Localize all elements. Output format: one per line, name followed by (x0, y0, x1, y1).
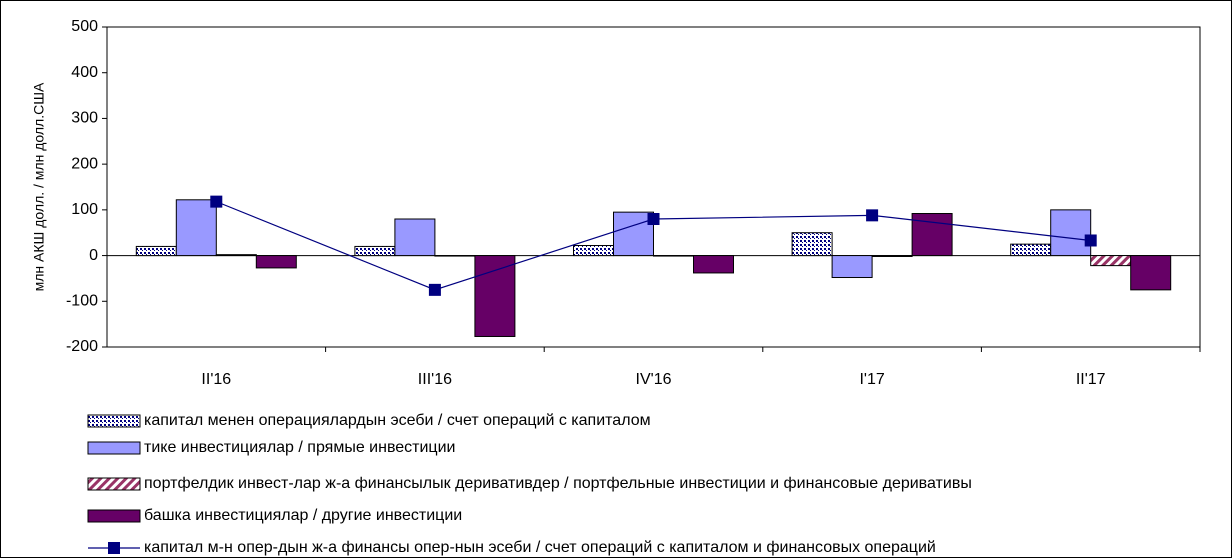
bar (911, 213, 953, 257)
y-tick-label: 100 (71, 201, 98, 218)
y-tick-label: 500 (71, 18, 98, 35)
bar (354, 245, 396, 257)
x-tick-label: III'16 (418, 371, 452, 388)
legend-swatch (87, 441, 141, 455)
plot-area (106, 26, 1201, 348)
bar (474, 255, 516, 337)
bar (831, 255, 873, 279)
bar (215, 254, 257, 257)
line-marker (1084, 234, 1097, 247)
y-tick-label: 200 (71, 155, 98, 172)
legend-label: башка инвестициялар / другие инвестиции (144, 507, 462, 524)
bar (791, 232, 833, 257)
bar (1090, 255, 1132, 267)
bar (693, 255, 734, 274)
legend-swatch (87, 477, 141, 491)
legend-swatch (108, 542, 120, 554)
line-marker (428, 283, 441, 296)
bar (573, 245, 614, 257)
line-marker (210, 195, 223, 208)
legend-label: портфелдик инвест-лар ж-а финансылык дер… (144, 475, 972, 492)
line-marker (866, 209, 879, 222)
legend-swatch (87, 509, 141, 523)
bar (394, 218, 436, 257)
bar (1130, 255, 1172, 291)
y-tick-label: 300 (71, 110, 98, 127)
bar (613, 211, 654, 257)
x-tick-label: I'17 (859, 371, 884, 388)
x-tick-label: II'17 (1076, 371, 1106, 388)
bar (1010, 243, 1052, 257)
x-tick-label: II'16 (201, 371, 231, 388)
bar (255, 255, 297, 269)
legend-label: капитал м-н опер-дын ж-а финансы опер-ны… (144, 539, 936, 556)
line-marker (647, 213, 660, 225)
y-tick-label: 400 (71, 64, 98, 81)
bar (871, 255, 913, 257)
x-tick-label: IV'16 (636, 371, 672, 388)
legend-label: тике инвестициялар / прямые инвестиции (144, 439, 455, 456)
legend-label: капитал менен операциялардын эсеби / сче… (144, 412, 651, 429)
legend-swatch (87, 414, 141, 428)
bar (135, 245, 177, 257)
y-tick-label: -200 (66, 338, 98, 355)
y-axis-label: млн АКШ долл. / млн долл.США (31, 82, 47, 291)
y-tick-label: -100 (66, 293, 98, 310)
bar (175, 199, 217, 257)
bar (1050, 209, 1092, 257)
y-tick-label: 0 (89, 247, 98, 264)
